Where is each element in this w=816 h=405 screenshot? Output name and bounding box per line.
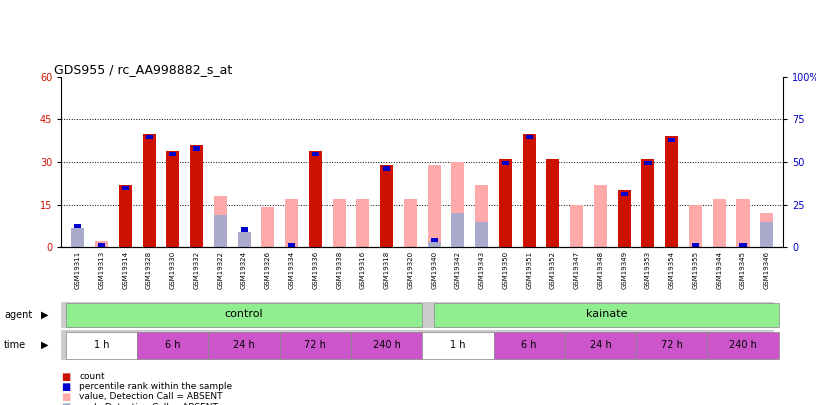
Bar (451, 213, 464, 247)
Bar (169, 152, 176, 156)
Bar (665, 136, 678, 247)
Text: ■: ■ (61, 372, 70, 382)
Bar (689, 205, 702, 247)
Bar (143, 134, 156, 247)
Bar (618, 190, 631, 247)
Bar (71, 228, 84, 247)
Bar (565, 332, 636, 359)
Bar (380, 165, 393, 247)
Text: 240 h: 240 h (373, 340, 401, 350)
Bar (137, 332, 208, 359)
Bar (636, 332, 707, 359)
Bar (739, 243, 747, 247)
Bar (641, 159, 654, 247)
Bar (280, 332, 351, 359)
Bar (285, 199, 298, 247)
Bar (119, 185, 132, 247)
Bar (692, 243, 699, 247)
Bar (312, 152, 319, 156)
Bar (761, 222, 774, 247)
Bar (66, 303, 423, 327)
Bar (570, 205, 583, 247)
Text: time: time (4, 340, 26, 350)
Text: 72 h: 72 h (661, 340, 683, 350)
Bar (241, 228, 248, 232)
Bar (351, 332, 423, 359)
Bar (522, 134, 536, 247)
Bar (547, 162, 560, 247)
Bar (547, 159, 560, 247)
Bar (434, 303, 778, 327)
Bar (166, 151, 180, 247)
Bar (707, 332, 778, 359)
Bar (499, 159, 512, 247)
Bar (214, 196, 227, 247)
Bar (237, 232, 251, 247)
Text: percentile rank within the sample: percentile rank within the sample (79, 382, 233, 391)
Text: ▶: ▶ (41, 310, 48, 320)
Bar (122, 186, 129, 190)
Bar (193, 146, 200, 151)
Bar (190, 145, 203, 247)
Bar (71, 233, 84, 247)
Bar (712, 199, 725, 247)
Bar (237, 233, 251, 247)
Bar (66, 332, 137, 359)
Bar (502, 160, 509, 165)
Text: 240 h: 240 h (729, 340, 757, 350)
Bar (214, 215, 227, 247)
Bar (645, 160, 651, 165)
Bar (431, 238, 437, 242)
Text: 6 h: 6 h (521, 340, 537, 350)
Text: control: control (224, 309, 264, 320)
Text: ■: ■ (61, 382, 70, 392)
Text: ■: ■ (61, 392, 70, 402)
Bar (383, 166, 390, 171)
Text: 6 h: 6 h (165, 340, 180, 350)
Bar (761, 213, 774, 247)
Bar (451, 162, 464, 247)
Bar (404, 199, 417, 247)
Bar (737, 199, 750, 247)
Bar (594, 185, 607, 247)
Text: 1 h: 1 h (450, 340, 466, 350)
Bar (494, 332, 565, 359)
Text: 24 h: 24 h (590, 340, 611, 350)
Bar (333, 199, 346, 247)
Bar (98, 243, 105, 247)
Text: value, Detection Call = ABSENT: value, Detection Call = ABSENT (79, 392, 223, 401)
Text: count: count (79, 372, 104, 381)
Bar (357, 199, 370, 247)
Text: ▶: ▶ (41, 340, 48, 350)
Bar (475, 222, 488, 247)
Bar (261, 207, 274, 247)
Text: kainate: kainate (586, 309, 628, 320)
Bar (308, 151, 322, 247)
Text: 1 h: 1 h (94, 340, 109, 350)
Bar (621, 192, 628, 196)
Text: GDS955 / rc_AA998882_s_at: GDS955 / rc_AA998882_s_at (54, 63, 233, 76)
Bar (526, 135, 533, 139)
Bar (428, 242, 441, 247)
Bar (145, 135, 153, 139)
Text: 72 h: 72 h (304, 340, 326, 350)
Text: ■: ■ (61, 402, 70, 405)
Bar (74, 224, 82, 228)
Bar (475, 185, 488, 247)
Text: agent: agent (4, 310, 33, 320)
Bar (208, 332, 280, 359)
Bar (668, 138, 676, 142)
Text: 24 h: 24 h (233, 340, 255, 350)
Bar (428, 165, 441, 247)
Bar (423, 332, 494, 359)
Text: rank, Detection Call = ABSENT: rank, Detection Call = ABSENT (79, 403, 218, 405)
Bar (288, 243, 295, 247)
Bar (95, 241, 108, 247)
